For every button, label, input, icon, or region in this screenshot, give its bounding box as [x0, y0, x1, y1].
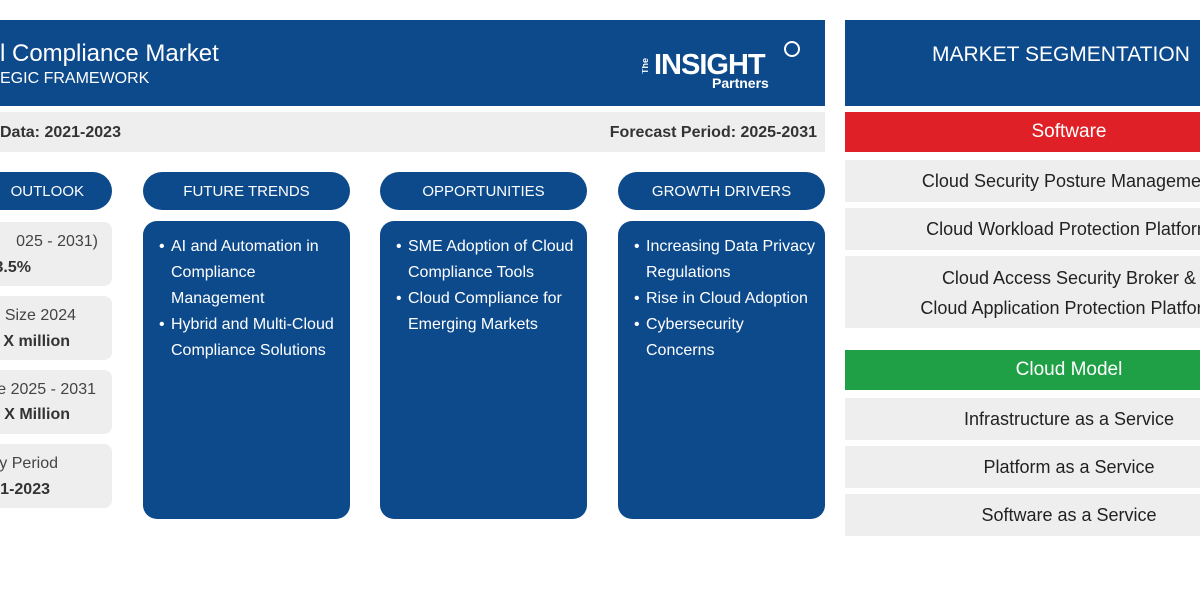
future-trends-pill: FUTURE TRENDS [143, 172, 350, 210]
logo-the: The [642, 58, 650, 74]
outlook-box-line1: Size 2024 [4, 307, 76, 324]
list-item: Cloud Compliance for Emerging Markets [396, 286, 577, 338]
growth-drivers-pill: GROWTH DRIVERS [618, 172, 825, 210]
forecast-period-label: Forecast Period: 2025-2031 [609, 124, 817, 141]
segment-category-cloud-model: Cloud Model [845, 350, 1200, 390]
segmentation-header [845, 20, 1200, 106]
segment-item: Cloud Access Security Broker & Cloud App… [845, 256, 1200, 328]
outlook-box-line2: 1-2023 [0, 481, 50, 498]
outlook-pill: OUTLOOK [0, 172, 112, 210]
outlook-box-size-2024: Size 2024 X million [0, 296, 112, 360]
outlook-box-line2: 3.5% [0, 259, 31, 276]
list-item: Rise in Cloud Adoption [634, 286, 815, 312]
outlook-box-cagr: 025 - 2031) 3.5% [0, 222, 112, 286]
logo-insight: INSIGHT [654, 49, 766, 81]
outlook-box-line1: 025 - 2031) [16, 233, 98, 250]
future-trends-column: AI and Automation in Compliance Manageme… [143, 221, 350, 519]
logo-partners: Partners [712, 75, 769, 91]
opportunities-pill: OPPORTUNITIES [380, 172, 587, 210]
list-item: SME Adoption of Cloud Compliance Tools [396, 234, 577, 286]
outlook-box-study-period: y Period 1-2023 [0, 444, 112, 508]
outlook-box-line1: y Period [0, 455, 58, 472]
outlook-box-revenue: e 2025 - 2031 X Million [0, 370, 112, 434]
period-bar [0, 112, 825, 152]
segment-item: Software as a Service [845, 494, 1200, 536]
list-item: Increasing Data Privacy Regulations [634, 234, 815, 286]
segment-item: Infrastructure as a Service [845, 398, 1200, 440]
insight-partners-logo: The INSIGHT Partners [640, 38, 802, 92]
list-item: AI and Automation in Compliance Manageme… [159, 234, 340, 312]
report-title: l Compliance Market [0, 40, 219, 67]
outlook-box-line2: X million [3, 333, 70, 350]
report-subtitle: EGIC FRAMEWORK [0, 70, 150, 87]
report-header [0, 20, 825, 106]
segmentation-title: MARKET SEGMENTATION [932, 43, 1190, 66]
outlook-box-line1: e 2025 - 2031 [0, 381, 96, 398]
list-item: Cybersecurity Concerns [634, 312, 815, 364]
segment-category-software: Software [845, 112, 1200, 152]
growth-drivers-column: Increasing Data Privacy Regulations Rise… [618, 221, 825, 519]
segment-item: Cloud Security Posture Management [845, 160, 1200, 202]
outlook-box-line2: X Million [4, 406, 70, 423]
opportunities-column: SME Adoption of Cloud Compliance Tools C… [380, 221, 587, 519]
segment-item: Platform as a Service [845, 446, 1200, 488]
historical-data-label: Data: 2021-2023 [0, 124, 121, 141]
list-item: Hybrid and Multi-Cloud Compliance Soluti… [159, 312, 340, 364]
segment-item: Cloud Workload Protection Platform [845, 208, 1200, 250]
